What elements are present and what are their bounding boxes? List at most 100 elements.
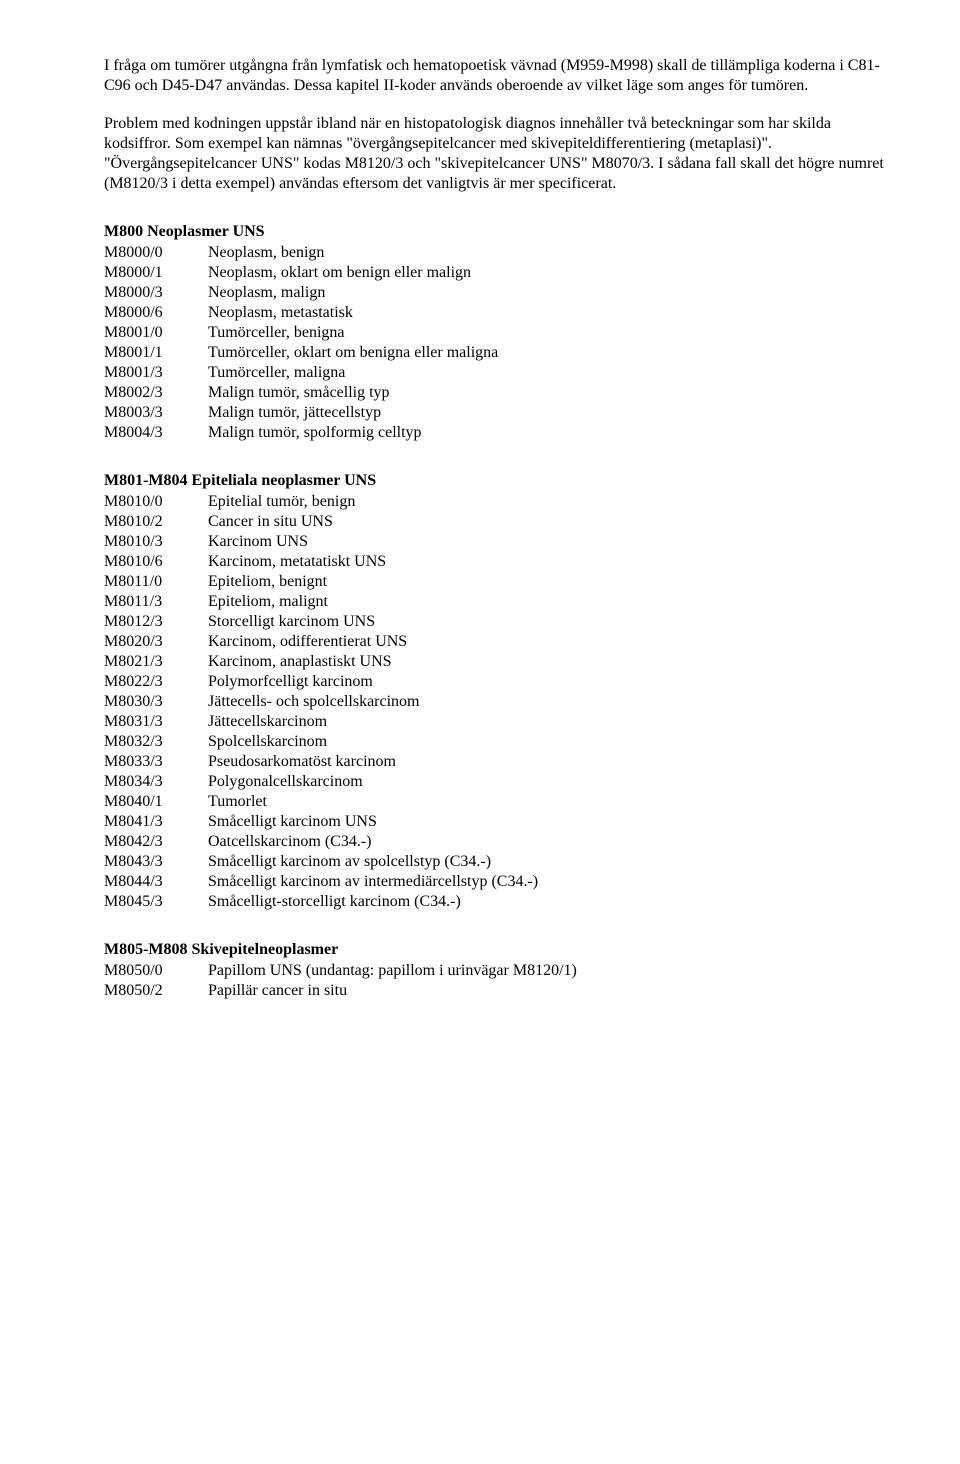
section-heading: M800 Neoplasmer UNS	[104, 222, 888, 242]
code-cell: M8001/1	[104, 343, 208, 363]
section-heading: M801-M804 Epiteliala neoplasmer UNS	[104, 471, 888, 491]
code-cell: M8000/0	[104, 243, 208, 263]
code-cell: M8022/3	[104, 672, 208, 692]
code-cell: M8030/3	[104, 692, 208, 712]
desc-cell: Neoplasm, oklart om benign eller malign	[208, 263, 888, 283]
code-row: M8001/0Tumörceller, benigna	[104, 323, 888, 343]
code-cell: M8000/1	[104, 263, 208, 283]
code-row: M8001/1Tumörceller, oklart om benigna el…	[104, 343, 888, 363]
desc-cell: Polymorfcelligt karcinom	[208, 672, 888, 692]
code-row: M8033/3Pseudosarkomatöst karcinom	[104, 752, 888, 772]
code-row: M8001/3Tumörceller, maligna	[104, 363, 888, 383]
desc-cell: Epitelial tumör, benign	[208, 492, 888, 512]
desc-cell: Epiteliom, malignt	[208, 592, 888, 612]
code-list: M8010/0Epitelial tumör, benignM8010/2Can…	[104, 492, 888, 912]
code-row: M8010/6Karcinom, metatatiskt UNS	[104, 552, 888, 572]
desc-cell: Tumorlet	[208, 792, 888, 812]
desc-cell: Karcinom, anaplastiskt UNS	[208, 652, 888, 672]
desc-cell: Malign tumör, spolformig celltyp	[208, 423, 888, 443]
desc-cell: Tumörceller, benigna	[208, 323, 888, 343]
code-row: M8031/3Jättecellskarcinom	[104, 712, 888, 732]
code-cell: M8045/3	[104, 892, 208, 912]
code-cell: M8011/0	[104, 572, 208, 592]
desc-cell: Cancer in situ UNS	[208, 512, 888, 532]
code-cell: M8002/3	[104, 383, 208, 403]
code-cell: M8021/3	[104, 652, 208, 672]
code-list: M8050/0Papillom UNS (undantag: papillom …	[104, 961, 888, 1001]
code-row: M8040/1Tumorlet	[104, 792, 888, 812]
code-row: M8000/3Neoplasm, malign	[104, 283, 888, 303]
desc-cell: Neoplasm, benign	[208, 243, 888, 263]
code-cell: M8003/3	[104, 403, 208, 423]
code-row: M8012/3Storcelligt karcinom UNS	[104, 612, 888, 632]
code-row: M8011/0Epiteliom, benignt	[104, 572, 888, 592]
desc-cell: Papillom UNS (undantag: papillom i urinv…	[208, 961, 888, 981]
code-row: M8041/3Småcelligt karcinom UNS	[104, 812, 888, 832]
code-row: M8003/3Malign tumör, jättecellstyp	[104, 403, 888, 423]
code-cell: M8050/2	[104, 981, 208, 1001]
code-cell: M8010/6	[104, 552, 208, 572]
code-cell: M8010/3	[104, 532, 208, 552]
code-row: M8050/2Papillär cancer in situ	[104, 981, 888, 1001]
desc-cell: Papillär cancer in situ	[208, 981, 888, 1001]
desc-cell: Karcinom, odifferentierat UNS	[208, 632, 888, 652]
code-row: M8022/3Polymorfcelligt karcinom	[104, 672, 888, 692]
desc-cell: Neoplasm, metastatisk	[208, 303, 888, 323]
code-row: M8000/0Neoplasm, benign	[104, 243, 888, 263]
desc-cell: Jättecells- och spolcellskarcinom	[208, 692, 888, 712]
code-row: M8032/3Spolcellskarcinom	[104, 732, 888, 752]
code-row: M8030/3Jättecells- och spolcellskarcinom	[104, 692, 888, 712]
code-row: M8021/3Karcinom, anaplastiskt UNS	[104, 652, 888, 672]
desc-cell: Spolcellskarcinom	[208, 732, 888, 752]
code-row: M8042/3Oatcellskarcinom (C34.-)	[104, 832, 888, 852]
desc-cell: Polygonalcellskarcinom	[208, 772, 888, 792]
code-cell: M8050/0	[104, 961, 208, 981]
code-list: M8000/0Neoplasm, benignM8000/1Neoplasm, …	[104, 243, 888, 443]
desc-cell: Jättecellskarcinom	[208, 712, 888, 732]
code-cell: M8000/3	[104, 283, 208, 303]
desc-cell: Malign tumör, jättecellstyp	[208, 403, 888, 423]
code-cell: M8032/3	[104, 732, 208, 752]
code-cell: M8020/3	[104, 632, 208, 652]
code-row: M8000/1Neoplasm, oklart om benign eller …	[104, 263, 888, 283]
desc-cell: Storcelligt karcinom UNS	[208, 612, 888, 632]
code-cell: M8012/3	[104, 612, 208, 632]
code-cell: M8043/3	[104, 852, 208, 872]
desc-cell: Malign tumör, småcellig typ	[208, 383, 888, 403]
code-row: M8010/2Cancer in situ UNS	[104, 512, 888, 532]
desc-cell: Småcelligt karcinom av spolcellstyp (C34…	[208, 852, 888, 872]
desc-cell: Epiteliom, benignt	[208, 572, 888, 592]
code-row: M8010/0Epitelial tumör, benign	[104, 492, 888, 512]
code-cell: M8010/0	[104, 492, 208, 512]
code-cell: M8011/3	[104, 592, 208, 612]
code-cell: M8010/2	[104, 512, 208, 532]
intro-paragraph-1: I fråga om tumörer utgångna från lymfati…	[104, 56, 888, 96]
code-row: M8020/3Karcinom, odifferentierat UNS	[104, 632, 888, 652]
desc-cell: Tumörceller, maligna	[208, 363, 888, 383]
code-row: M8010/3Karcinom UNS	[104, 532, 888, 552]
desc-cell: Neoplasm, malign	[208, 283, 888, 303]
code-row: M8002/3Malign tumör, småcellig typ	[104, 383, 888, 403]
desc-cell: Pseudosarkomatöst karcinom	[208, 752, 888, 772]
desc-cell: Småcelligt-storcelligt karcinom (C34.-)	[208, 892, 888, 912]
code-cell: M8001/3	[104, 363, 208, 383]
code-cell: M8033/3	[104, 752, 208, 772]
desc-cell: Småcelligt karcinom UNS	[208, 812, 888, 832]
desc-cell: Tumörceller, oklart om benigna eller mal…	[208, 343, 888, 363]
code-row: M8043/3Småcelligt karcinom av spolcellst…	[104, 852, 888, 872]
code-cell: M8000/6	[104, 303, 208, 323]
section-heading: M805-M808 Skivepitelneoplasmer	[104, 940, 888, 960]
code-row: M8004/3Malign tumör, spolformig celltyp	[104, 423, 888, 443]
code-cell: M8004/3	[104, 423, 208, 443]
desc-cell: Karcinom UNS	[208, 532, 888, 552]
sections-container: M800 Neoplasmer UNSM8000/0Neoplasm, beni…	[104, 222, 888, 1001]
desc-cell: Karcinom, metatatiskt UNS	[208, 552, 888, 572]
intro-paragraph-2: Problem med kodningen uppstår ibland när…	[104, 114, 888, 194]
code-cell: M8041/3	[104, 812, 208, 832]
code-cell: M8044/3	[104, 872, 208, 892]
code-row: M8034/3Polygonalcellskarcinom	[104, 772, 888, 792]
code-cell: M8031/3	[104, 712, 208, 732]
desc-cell: Småcelligt karcinom av intermediärcellst…	[208, 872, 888, 892]
code-row: M8000/6Neoplasm, metastatisk	[104, 303, 888, 323]
code-row: M8045/3Småcelligt-storcelligt karcinom (…	[104, 892, 888, 912]
